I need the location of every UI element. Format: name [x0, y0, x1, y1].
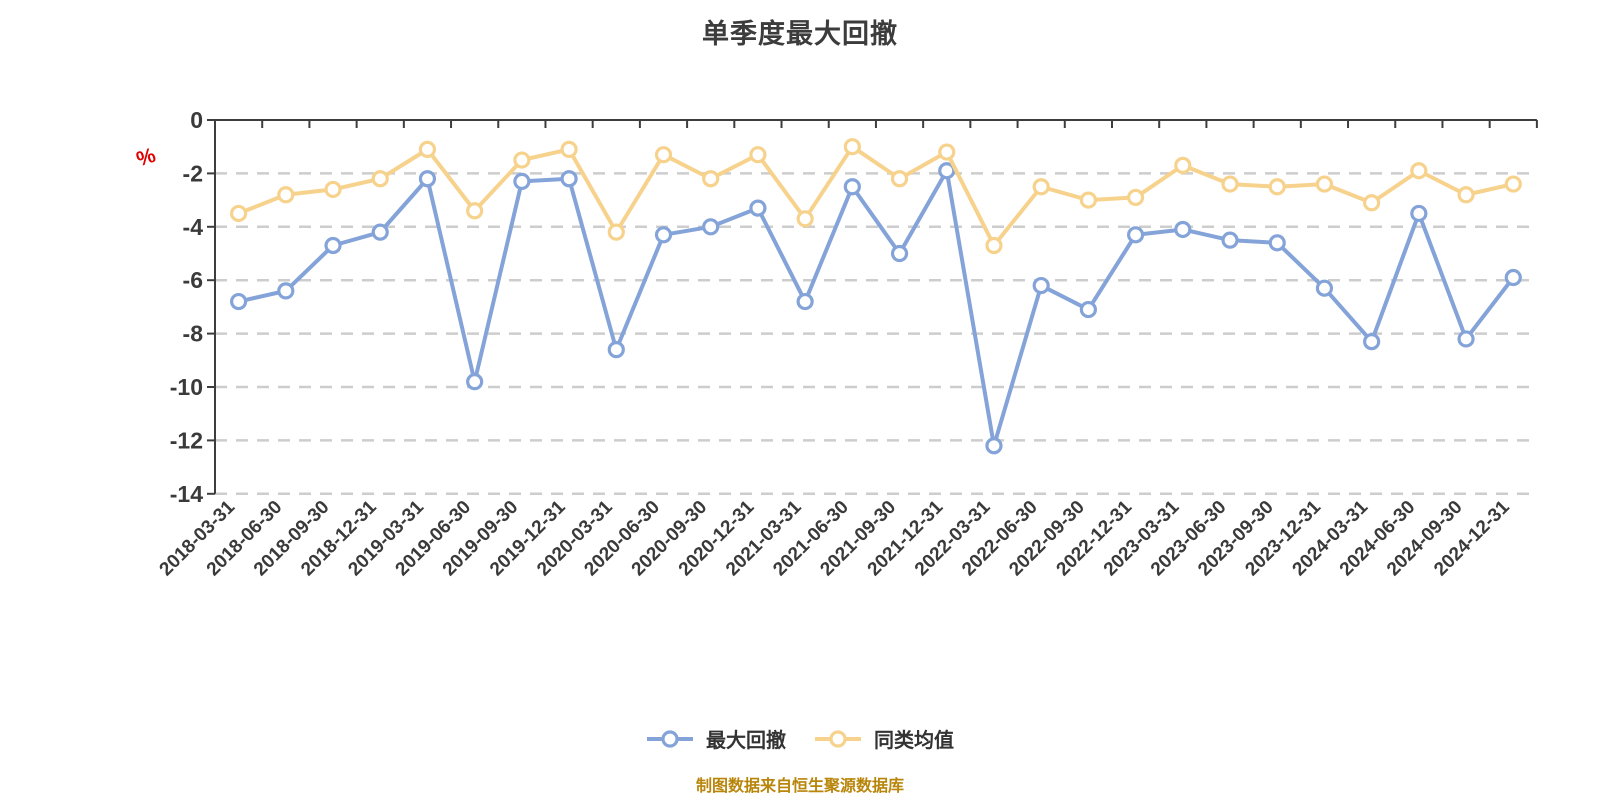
- data-point-category-average[interactable]: [1174, 156, 1192, 174]
- data-point-max-drawdown[interactable]: [796, 292, 814, 311]
- y-tick-label: -6: [183, 267, 203, 293]
- chart-legend: 最大回撤 同类均值: [0, 724, 1600, 753]
- data-point-max-drawdown[interactable]: [890, 244, 909, 263]
- data-point-category-average[interactable]: [1126, 188, 1145, 207]
- series-line-category-average: [236, 144, 1516, 248]
- legend-label-max-drawdown: 最大回撤: [706, 730, 786, 752]
- data-point-category-average[interactable]: [513, 151, 531, 169]
- data-point-max-drawdown[interactable]: [324, 236, 342, 255]
- data-point-category-average[interactable]: [1221, 175, 1239, 193]
- data-point-max-drawdown[interactable]: [1268, 234, 1286, 252]
- data-point-max-drawdown[interactable]: [985, 437, 1003, 455]
- data-point-category-average[interactable]: [1032, 178, 1050, 196]
- data-point-category-average[interactable]: [1410, 162, 1428, 180]
- data-point-max-drawdown[interactable]: [230, 292, 248, 311]
- data-point-max-drawdown[interactable]: [1410, 204, 1428, 223]
- data-point-category-average[interactable]: [324, 180, 342, 199]
- data-point-category-average[interactable]: [654, 146, 673, 164]
- data-point-category-average[interactable]: [1079, 191, 1097, 209]
- data-point-category-average[interactable]: [1315, 175, 1334, 193]
- y-tick-label: -8: [183, 321, 204, 347]
- data-point-max-drawdown[interactable]: [702, 218, 720, 236]
- data-point-category-average[interactable]: [843, 138, 861, 156]
- data-point-category-average[interactable]: [985, 236, 1003, 255]
- data-point-category-average[interactable]: [796, 210, 814, 228]
- data-point-category-average[interactable]: [890, 170, 909, 188]
- legend-label-category-average: 同类均值: [874, 730, 954, 752]
- y-tick-label: -12: [170, 427, 203, 453]
- series-line-max-drawdown: [236, 168, 1516, 448]
- data-point-category-average[interactable]: [371, 170, 389, 188]
- data-point-max-drawdown[interactable]: [1221, 231, 1239, 249]
- data-point-category-average[interactable]: [466, 202, 484, 220]
- data-point-max-drawdown[interactable]: [843, 178, 861, 196]
- data-point-category-average[interactable]: [1504, 175, 1522, 193]
- y-tick-label: -2: [183, 160, 203, 186]
- data-point-category-average[interactable]: [938, 143, 956, 161]
- axes: [207, 119, 1538, 495]
- data-point-max-drawdown[interactable]: [1032, 276, 1050, 295]
- data-point-category-average[interactable]: [702, 170, 720, 188]
- data-point-max-drawdown[interactable]: [607, 341, 625, 359]
- data-source-footnote: 制图数据来自恒生聚源数据库: [695, 778, 904, 795]
- data-point-category-average[interactable]: [230, 204, 248, 223]
- series-max-drawdown: [230, 162, 1522, 455]
- y-tick-label: 0: [190, 107, 203, 133]
- y-gridlines: [215, 172, 1537, 496]
- data-point-category-average[interactable]: [418, 140, 437, 158]
- data-point-max-drawdown[interactable]: [1504, 268, 1522, 287]
- data-point-max-drawdown[interactable]: [1315, 279, 1334, 297]
- legend-item-max-drawdown[interactable]: 最大回撤: [646, 724, 786, 753]
- legend-marker-category-average: [815, 729, 861, 748]
- series-category-average: [230, 138, 1522, 255]
- y-tick-label: -10: [170, 374, 203, 400]
- data-point-max-drawdown[interactable]: [1174, 220, 1192, 239]
- y-tick-labels: 0 -2 -4 -6 -8 -10 -12 -14: [170, 107, 203, 507]
- data-point-max-drawdown[interactable]: [513, 172, 531, 191]
- data-point-max-drawdown[interactable]: [1079, 300, 1097, 319]
- data-point-category-average[interactable]: [1457, 186, 1475, 204]
- data-point-max-drawdown[interactable]: [938, 162, 956, 180]
- data-point-max-drawdown[interactable]: [1457, 330, 1475, 348]
- data-point-category-average[interactable]: [560, 140, 578, 158]
- data-point-max-drawdown[interactable]: [466, 373, 484, 391]
- y-tick-label: -4: [183, 214, 204, 240]
- data-point-category-average[interactable]: [1363, 194, 1381, 212]
- data-point-max-drawdown[interactable]: [749, 199, 767, 217]
- data-point-max-drawdown[interactable]: [560, 170, 578, 188]
- data-point-max-drawdown[interactable]: [418, 170, 437, 188]
- data-point-category-average[interactable]: [749, 146, 767, 164]
- data-point-max-drawdown[interactable]: [277, 282, 295, 300]
- data-point-category-average[interactable]: [277, 186, 295, 204]
- chart-title: 单季度最大回撤: [702, 19, 898, 49]
- y-tick-label: -14: [170, 481, 203, 507]
- data-point-max-drawdown[interactable]: [1363, 333, 1381, 351]
- legend-marker-max-drawdown: [647, 729, 693, 748]
- data-point-max-drawdown[interactable]: [654, 226, 673, 244]
- data-point-category-average[interactable]: [607, 223, 625, 241]
- data-point-max-drawdown[interactable]: [1126, 226, 1145, 244]
- data-point-category-average[interactable]: [1268, 178, 1286, 196]
- x-tick-labels: 2018-03-312018-06-302018-09-302018-12-31…: [156, 496, 1515, 580]
- data-point-max-drawdown[interactable]: [371, 223, 389, 241]
- legend-item-category-average[interactable]: 同类均值: [814, 724, 954, 753]
